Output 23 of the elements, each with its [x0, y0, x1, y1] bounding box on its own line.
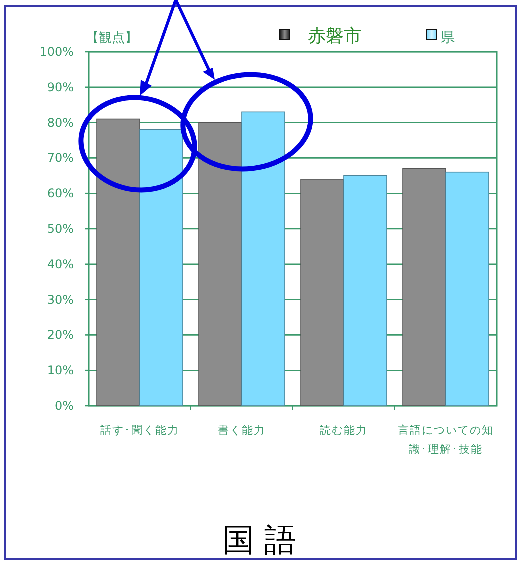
- x-tick-label: 言語についての知識･理解･技能: [398, 424, 494, 456]
- legend-label: 赤磐市: [308, 26, 362, 47]
- legend-label: 県: [441, 30, 455, 46]
- x-tick-label: 書く能力: [218, 424, 266, 437]
- y-tick-label: 70%: [47, 151, 74, 166]
- y-tick-label: 80%: [47, 116, 74, 130]
- y-tick-label: 40%: [47, 257, 74, 272]
- bar: [402, 168, 446, 406]
- text: 国 語: [222, 521, 297, 559]
- bar: [446, 172, 490, 406]
- y-tick-label: 100%: [40, 45, 74, 59]
- y-tick-label: 10%: [47, 364, 74, 378]
- x-tick-label: 話す･聞く能力: [100, 424, 180, 437]
- bar: [300, 179, 344, 406]
- bar: [344, 176, 388, 406]
- y-tick-label: 20%: [47, 328, 74, 342]
- y-tick-label: 0%: [54, 399, 74, 413]
- x-tick-label: 読む能力: [320, 424, 368, 437]
- y-tick-label: 30%: [47, 292, 74, 307]
- text: 【観点】: [86, 31, 138, 46]
- y-tick-label: 60%: [47, 186, 74, 201]
- y-tick-label: 50%: [47, 222, 74, 236]
- y-tick-label: 90%: [47, 80, 74, 94]
